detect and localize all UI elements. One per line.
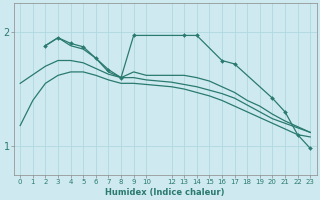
X-axis label: Humidex (Indice chaleur): Humidex (Indice chaleur) (106, 188, 225, 197)
